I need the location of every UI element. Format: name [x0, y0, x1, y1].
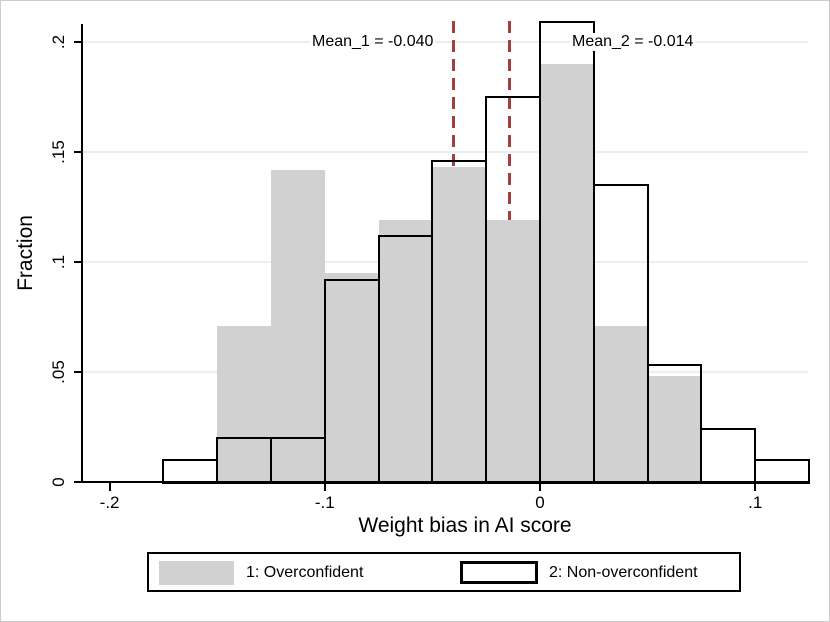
bar-non-overconfident: [431, 159, 488, 484]
x-tick-label: 0: [535, 493, 545, 512]
x-tick: [323, 483, 326, 491]
bar-overconfident: [378, 220, 433, 482]
y-tick: [74, 41, 82, 43]
bar-overconfident: [217, 325, 272, 482]
y-axis-line: [81, 24, 83, 483]
bar-overconfident: [432, 167, 487, 482]
bar-non-overconfident: [270, 437, 326, 484]
x-tick-label: -.2: [99, 493, 120, 512]
y-gridline: [82, 151, 808, 153]
y-gridline: [82, 41, 808, 43]
x-tick-label: .1: [748, 493, 763, 512]
bar-overconfident: [486, 220, 541, 482]
x-tick: [108, 483, 111, 491]
legend-box: 1: Overconfident 2: Non-overconfident: [147, 552, 741, 592]
bar-overconfident: [540, 64, 595, 482]
x-tick: [754, 483, 757, 491]
bar-non-overconfident: [646, 364, 703, 484]
bar-non-overconfident: [754, 459, 810, 484]
y-tick: [74, 481, 82, 483]
bar-non-overconfident: [592, 184, 649, 484]
legend-swatch-overconfident: [159, 561, 234, 585]
x-tick-label: -.1: [314, 493, 335, 512]
x-tick: [539, 483, 541, 491]
y-tick-label: .2: [49, 34, 68, 50]
legend-label-overconfident: 1: Overconfident: [246, 564, 364, 581]
y-tick-label: 0: [49, 477, 68, 487]
bar-non-overconfident: [216, 437, 272, 484]
y-tick-label: .15: [49, 140, 68, 164]
bar-overconfident: [271, 169, 326, 482]
bar-non-overconfident: [485, 96, 541, 484]
mean1-label: Mean_1 = -0.040: [310, 33, 436, 51]
y-tick: [74, 371, 82, 373]
mean2-label: Mean_2 = -0.014: [570, 33, 696, 51]
y-tick: [74, 151, 82, 153]
x-axis-title: Weight bias in AI score: [358, 514, 572, 537]
x-axis-line: [81, 481, 809, 483]
y-tick-label: .1: [49, 254, 68, 270]
bar-non-overconfident: [700, 428, 757, 484]
bar-non-overconfident: [323, 278, 380, 484]
bar-non-overconfident: [377, 234, 434, 484]
bar-overconfident: [647, 376, 702, 482]
bar-non-overconfident: [539, 21, 595, 484]
bar-overconfident: [324, 273, 380, 482]
bar-overconfident: [593, 325, 649, 482]
y-tick-label: .05: [49, 360, 68, 384]
legend-label-non-overconfident: 2: Non-overconfident: [549, 564, 698, 581]
y-axis-title: Fraction: [14, 215, 37, 291]
legend-swatch-non-overconfident: [460, 561, 538, 584]
y-tick: [74, 261, 82, 263]
